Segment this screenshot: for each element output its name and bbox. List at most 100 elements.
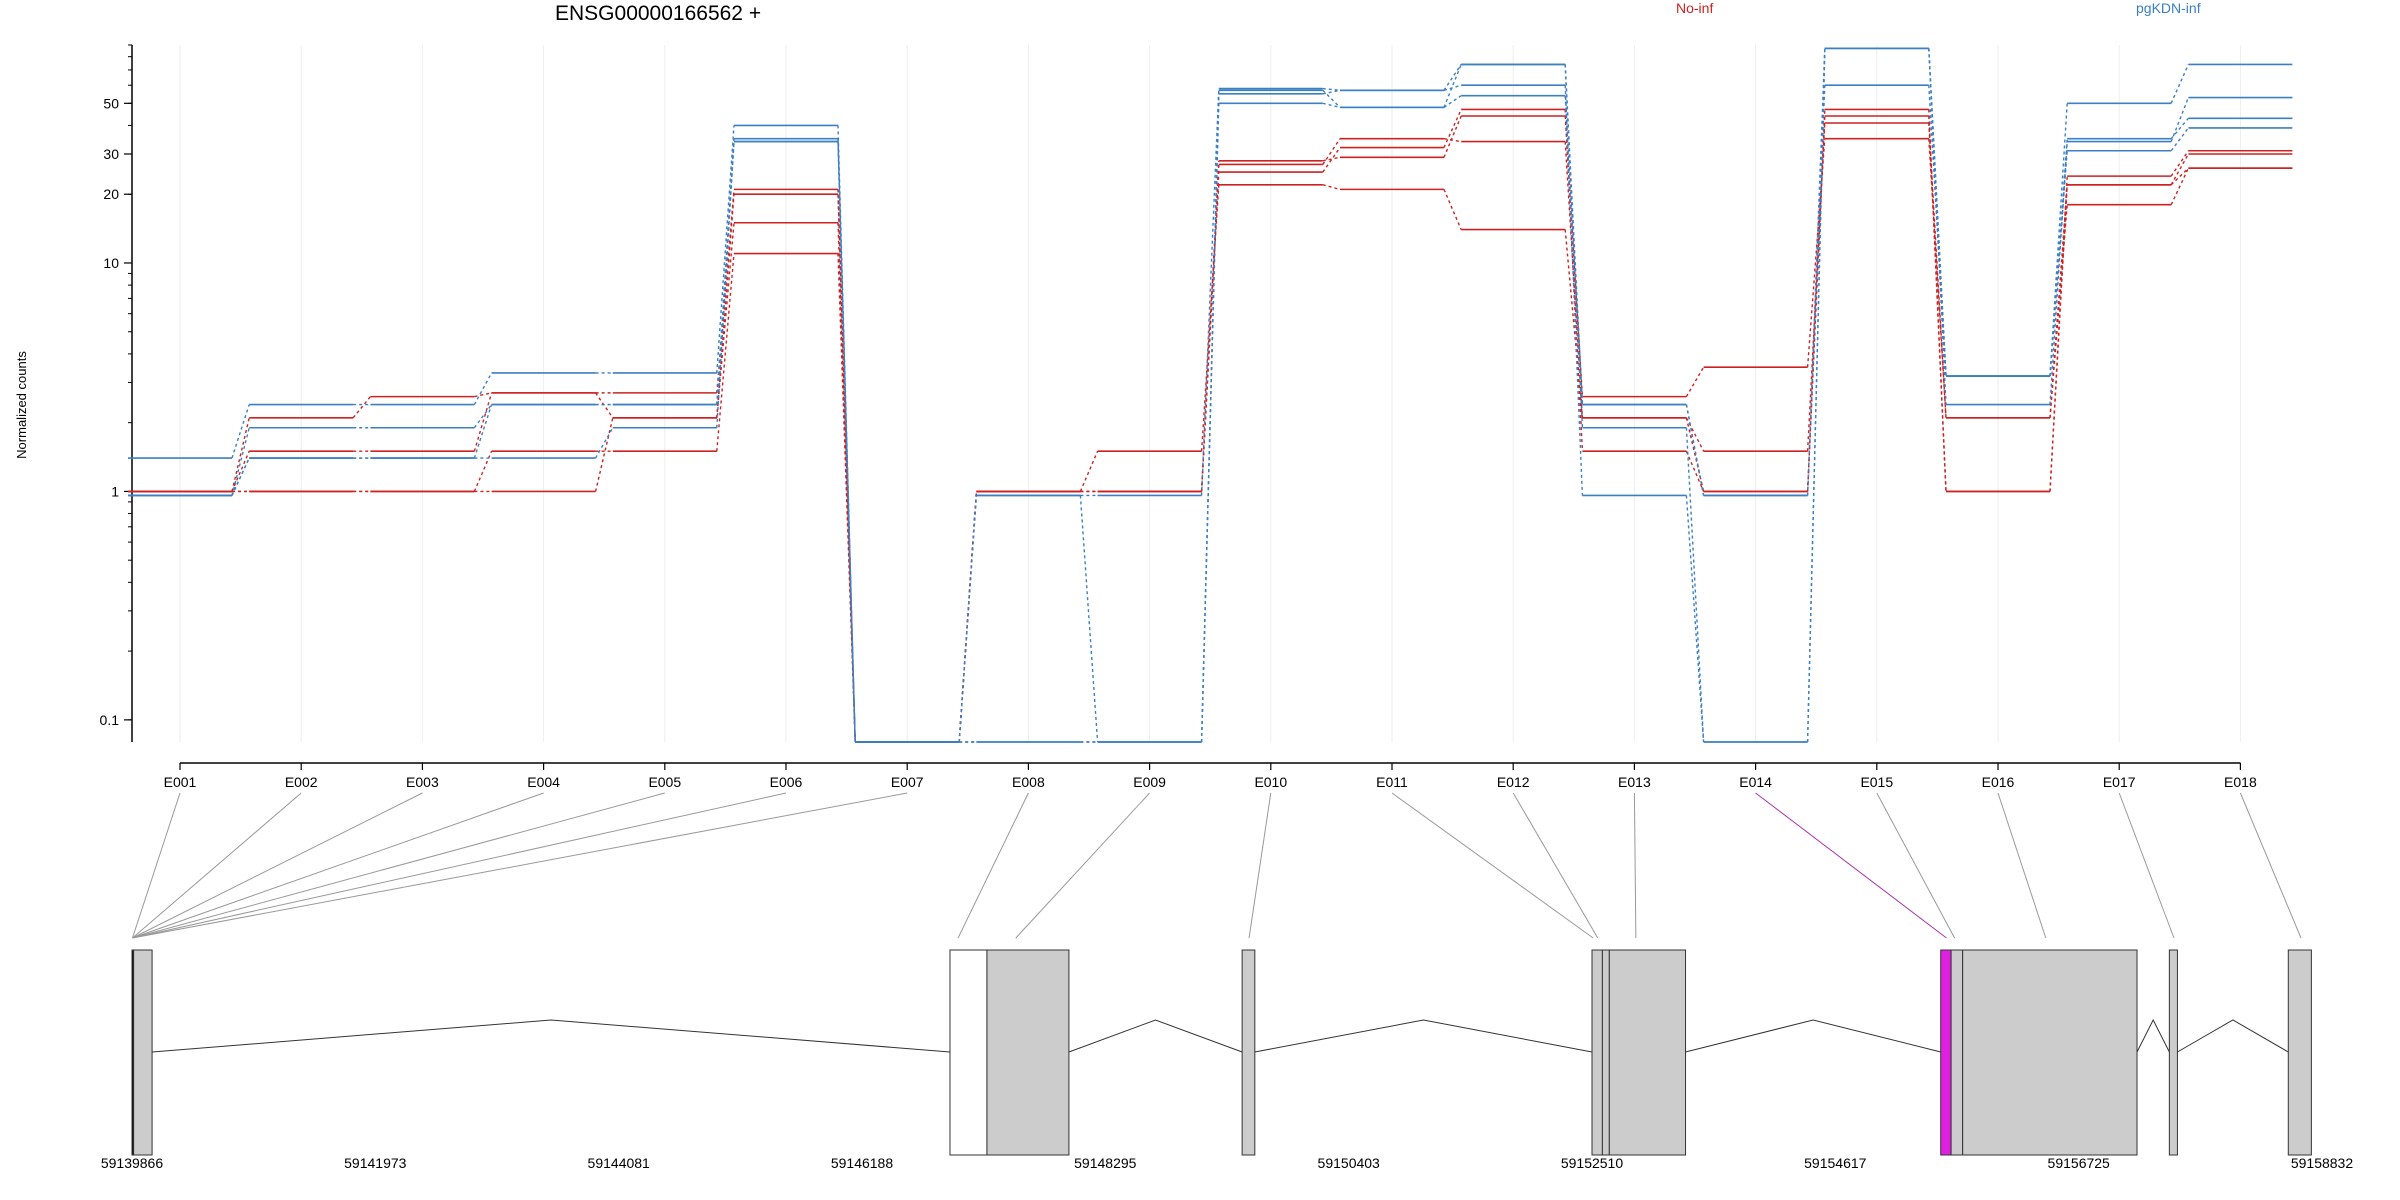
connector-segment [1685,450,1705,492]
x-tick-label: E010 [1254,774,1287,790]
connector-segment [473,450,493,492]
genomic-tick-label: 59144081 [588,1155,651,1171]
connector-segment [837,141,856,743]
exon-link [1755,792,1947,939]
exon-block [133,949,153,1156]
exon-link-lines [131,792,2302,939]
x-tick-label: E014 [1739,774,1772,790]
genomic-tick-label: 59156725 [2048,1155,2111,1171]
connector-segment [837,138,856,743]
intron [1685,1019,1941,1053]
intron [1254,1019,1593,1053]
connector-segment [1685,495,1705,743]
connector-segment [1200,88,1220,496]
connector-segment [231,417,250,492]
connector-segment [1443,115,1462,158]
x-tick-label: E006 [770,774,803,790]
y-tick-label: 10 [103,255,119,271]
connector-segment [1443,64,1462,108]
exon-link [131,792,181,939]
connector-segment [1322,102,1341,109]
intron [152,1019,951,1053]
intron [2136,1018,2170,1053]
connector-segment [1443,84,1462,91]
connector-segment [1685,427,1705,743]
x-tick-label: E011 [1376,774,1408,790]
connector-segment [1564,229,1584,418]
connector-segment [1928,48,1947,377]
genomic-tick-label: 59139866 [101,1155,164,1171]
exon-link [2239,792,2302,939]
connector-segment [1322,184,1341,191]
connector-segment [2170,167,2190,205]
connector-segment [352,396,371,419]
exon-link [132,792,787,939]
exon-block [1940,949,1952,1156]
connector-segment [1564,85,1584,496]
connector-segment [1322,138,1341,165]
connector-segment [716,141,735,405]
connector-segment [1806,48,1826,743]
connector-segment [1685,417,1705,492]
exon-block [1241,949,1256,1156]
connector-segment [1806,138,1826,368]
exon-link [132,792,908,939]
connector-segment [2170,117,2189,140]
x-tick-label: E005 [648,774,681,790]
x-tick-label: E007 [891,774,924,790]
connector-segment [2170,167,2189,186]
connector-segment [231,450,250,492]
connector-segment [1322,89,1341,108]
series-pgkdn-inf [128,47,2293,743]
x-tick-label: E013 [1618,774,1651,790]
y-tick-label: 1 [111,483,119,499]
connector-segment [473,372,493,405]
connector-segment [1928,48,1947,405]
series-no-inf [128,108,2293,743]
exon-link [1876,792,1956,939]
connector-segment [2170,97,2190,142]
exon-link [957,792,1029,939]
connector-segment [473,404,493,459]
exon-block [2287,949,2312,1156]
exon-block [2168,949,2178,1156]
connector-segment [1322,89,1341,95]
series-no-inf [128,108,2293,743]
genomic-tick-label: 59150403 [1318,1155,1381,1171]
series-lines [128,47,2293,743]
exon-block [1601,949,1610,1156]
intron [2177,1019,2289,1053]
connector-segment [473,392,493,452]
x-tick-label: E012 [1497,774,1530,790]
exon-link [2118,792,2175,939]
connector-segment [1079,495,1099,743]
exon-link [1633,792,1637,939]
gene-model [131,949,2312,1156]
connector-segment [2049,141,2068,405]
chart-title: ENSG00000166562 + [555,2,762,25]
x-axis: E001 E002 E003 E004 E005 E006 E007 E008 E009 E010… [164,762,2257,790]
exon-block [1591,949,1603,1156]
connector-segment [1806,48,1826,496]
connector-segment [1322,156,1341,162]
connector-segment [1443,138,1462,143]
genomic-tick-label: 59152510 [1561,1155,1624,1171]
exon-block [1950,949,1964,1156]
connector-segment [473,404,493,429]
exon-block [1608,949,1687,1156]
connector-segment [1928,122,1947,418]
connector-segment [2170,153,2190,186]
legend-entry-no-inf: No-inf [1676,0,1714,16]
connector-segment [716,125,735,374]
connector-segment [958,495,978,743]
x-tick-label: E002 [285,774,318,790]
exon-link [1248,792,1272,939]
legend-entry-pgkdn-inf: pgKDN-inf [2136,0,2201,16]
connector-segment [231,457,250,496]
genomic-tick-label: 59141973 [344,1155,407,1171]
connector-segment [1200,184,1220,452]
exon-link [132,792,302,939]
series-pgkdn-inf [128,47,2293,743]
connector-segment [2049,184,2068,418]
